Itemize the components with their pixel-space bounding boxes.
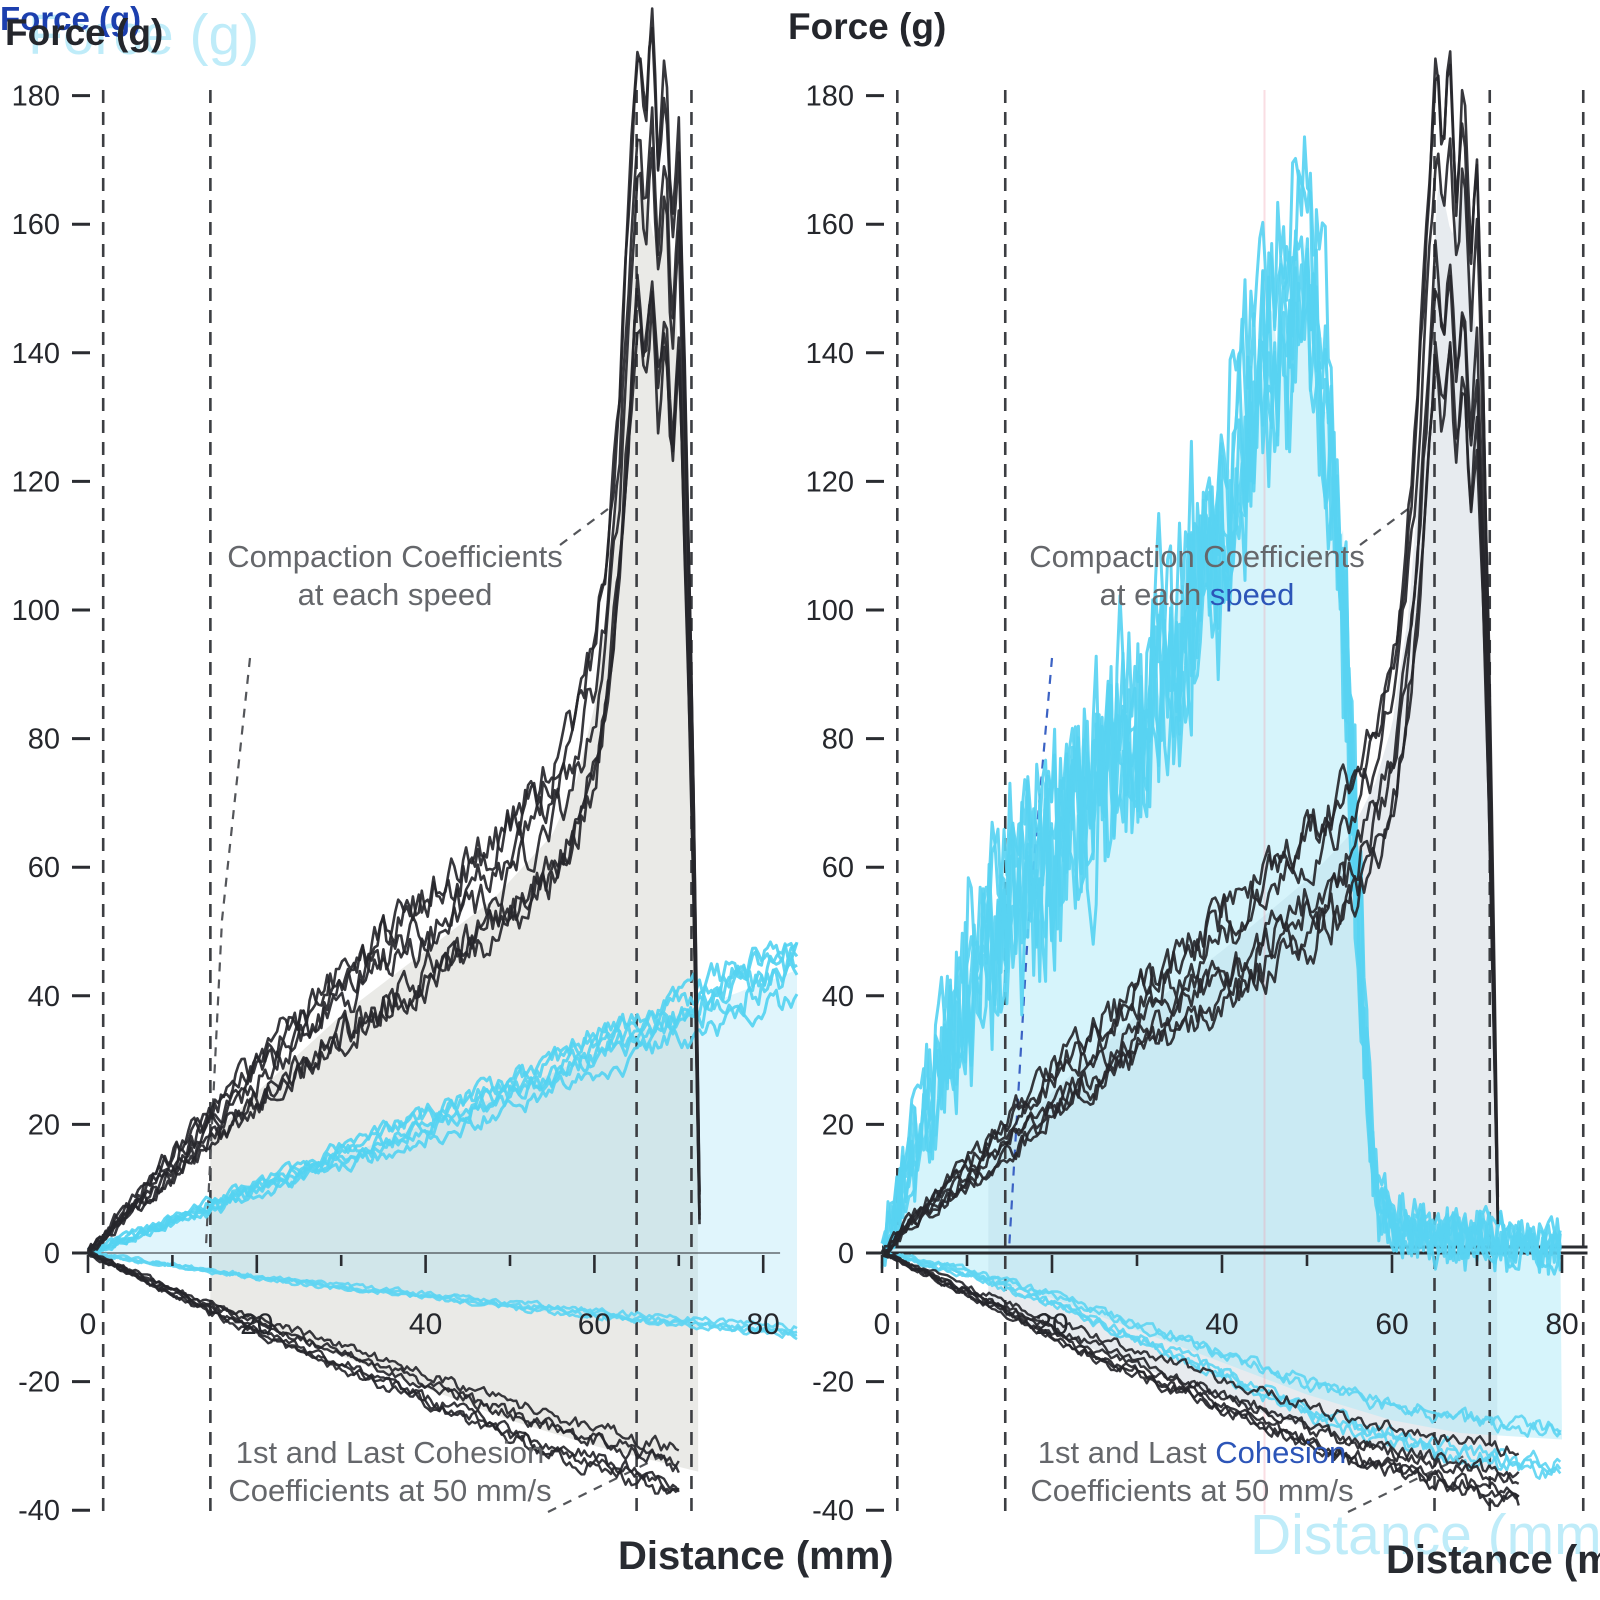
annotation-leader-line — [204, 657, 252, 1247]
cohesion-traces-trace — [881, 1251, 1520, 1484]
y-tick-label: 160 — [806, 209, 854, 241]
annotation-word-speed: speed — [407, 577, 493, 612]
compaction-region-fill — [210, 177, 699, 1472]
compaction-traces — [880, 50, 1500, 1258]
y-tick-label: 20 — [822, 1109, 854, 1141]
y-tick-label: 140 — [806, 338, 854, 370]
compaction-traces-trace — [881, 340, 1500, 1256]
annotation-line: Compaction Coefficients — [227, 539, 563, 574]
y-tick-label: 120 — [12, 466, 60, 498]
annotation-word-cohesion: Cohesion — [1215, 1435, 1347, 1470]
x-tick-label: 20 — [240, 1308, 273, 1341]
cohesion-traces — [87, 1250, 680, 1495]
cohesion-traces-trace — [87, 1251, 679, 1495]
compaction-traces-trace — [86, 26, 701, 1258]
speed-region-fill — [88, 970, 797, 1337]
annotation-cohesion-right: 1st and Last Cohesion Coefficients at 50… — [992, 1434, 1392, 1510]
cohesion-traces-trace — [881, 1251, 1520, 1458]
y-tick-label: 0 — [44, 1238, 60, 1270]
annotation-leader-line — [559, 505, 613, 546]
annotation-line: 1st and Last — [235, 1435, 414, 1470]
cohesion-traces-trace — [87, 1252, 680, 1495]
compaction-traces-trace — [86, 280, 701, 1252]
cohesion-traces-trace — [87, 1250, 680, 1493]
speed-traces-positive — [880, 135, 1562, 1276]
annotation-leader-line — [1359, 505, 1413, 546]
y-tick-label: 160 — [12, 209, 60, 241]
y-tick-label: 40 — [28, 981, 60, 1013]
panel-right: 180 160 140 120 100 80 60 40 20 0 -20 -40 0 20 40 60 80 — [806, 50, 1588, 1527]
speed-traces-negative-trace — [881, 1250, 1562, 1438]
speed-traces-negative-trace — [87, 1250, 798, 1341]
panel-left: 180 160 140 120 100 80 60 40 20 0 -20 -40 0 20 40 60 80 — [12, 7, 799, 1527]
speed-traces-negative — [87, 1250, 798, 1341]
y-tick-label: 140 — [12, 338, 60, 370]
annotation-line: Coefficients at 50 mm/s — [1030, 1473, 1354, 1508]
speed-traces-negative — [881, 1249, 1562, 1480]
y-tick-label: 0 — [838, 1238, 854, 1270]
y-tick-label: 60 — [28, 852, 60, 884]
annotation-cohesion-left: 1st and Last Cohesion Coefficients at 50… — [190, 1434, 590, 1510]
compaction-traces-trace — [87, 106, 701, 1253]
y-tick-label: -20 — [18, 1367, 60, 1399]
annotation-line: at each — [297, 577, 408, 612]
x-tick-label: 80 — [747, 1308, 780, 1341]
compaction-traces-trace — [881, 137, 1500, 1255]
speed-traces-negative-trace — [881, 1254, 1562, 1474]
y-tick-label: 20 — [28, 1109, 60, 1141]
annotation-leader-line — [547, 1455, 663, 1513]
x-tick-label: 20 — [1035, 1308, 1068, 1341]
x-tick-label: 40 — [409, 1308, 442, 1341]
speed-traces-positive-trace — [87, 942, 799, 1256]
annotation-compaction-left: Compaction Coefficients at each speed — [210, 538, 580, 614]
y-tick-label: 120 — [806, 466, 854, 498]
y-tick-label: -20 — [812, 1367, 854, 1399]
y-tick-label: 40 — [822, 981, 854, 1013]
y-tick-label: 100 — [806, 595, 854, 627]
speed-traces-positive-trace — [87, 988, 799, 1256]
y-tick-label: -40 — [812, 1495, 854, 1527]
speed-region-fill — [882, 241, 1562, 1440]
compaction-traces-trace — [881, 239, 1500, 1254]
annotation-line: Compaction Coefficients — [1029, 539, 1365, 574]
annotation-line: 1st and Last — [1037, 1435, 1216, 1470]
speed-traces-positive-trace — [86, 941, 799, 1253]
y-tick-label: 180 — [806, 81, 854, 113]
speed-traces-positive-trace — [880, 229, 1562, 1269]
x-tick-label: 80 — [1545, 1308, 1578, 1341]
y-tick-label: 80 — [822, 724, 854, 756]
y-tick-label: 60 — [822, 852, 854, 884]
x-tick-label: 40 — [1205, 1308, 1238, 1341]
x-tick-label: 0 — [80, 1308, 97, 1341]
annotation-compaction-right: Compaction Coefficients at each speed — [1012, 538, 1382, 614]
y-tick-label: 100 — [12, 595, 60, 627]
annotation-leader-line — [1347, 1455, 1465, 1513]
compaction-traces-trace — [87, 146, 701, 1253]
compaction-traces — [86, 7, 701, 1258]
speed-traces-positive — [86, 940, 799, 1256]
x-tick-label: 60 — [578, 1308, 611, 1341]
y-tick-label: 80 — [28, 724, 60, 756]
speed-traces-negative-trace — [881, 1252, 1562, 1476]
cohesion-traces — [881, 1250, 1520, 1508]
cohesion-traces-trace — [881, 1253, 1520, 1508]
speed-traces-positive-trace — [87, 940, 799, 1253]
annotation-line: Coefficients at 50 mm/s — [228, 1473, 552, 1508]
annotation-line: at each — [1099, 577, 1210, 612]
annotation-word-cohesion: Cohesion — [413, 1435, 545, 1470]
y-tick-label: 180 — [12, 81, 60, 113]
speed-traces-positive-trace — [880, 284, 1562, 1276]
x-tick-label: 60 — [1375, 1308, 1408, 1341]
x-tick-label: 0 — [874, 1308, 891, 1341]
y-tick-label: -40 — [18, 1495, 60, 1527]
annotation-word-speed: speed — [1209, 577, 1295, 612]
